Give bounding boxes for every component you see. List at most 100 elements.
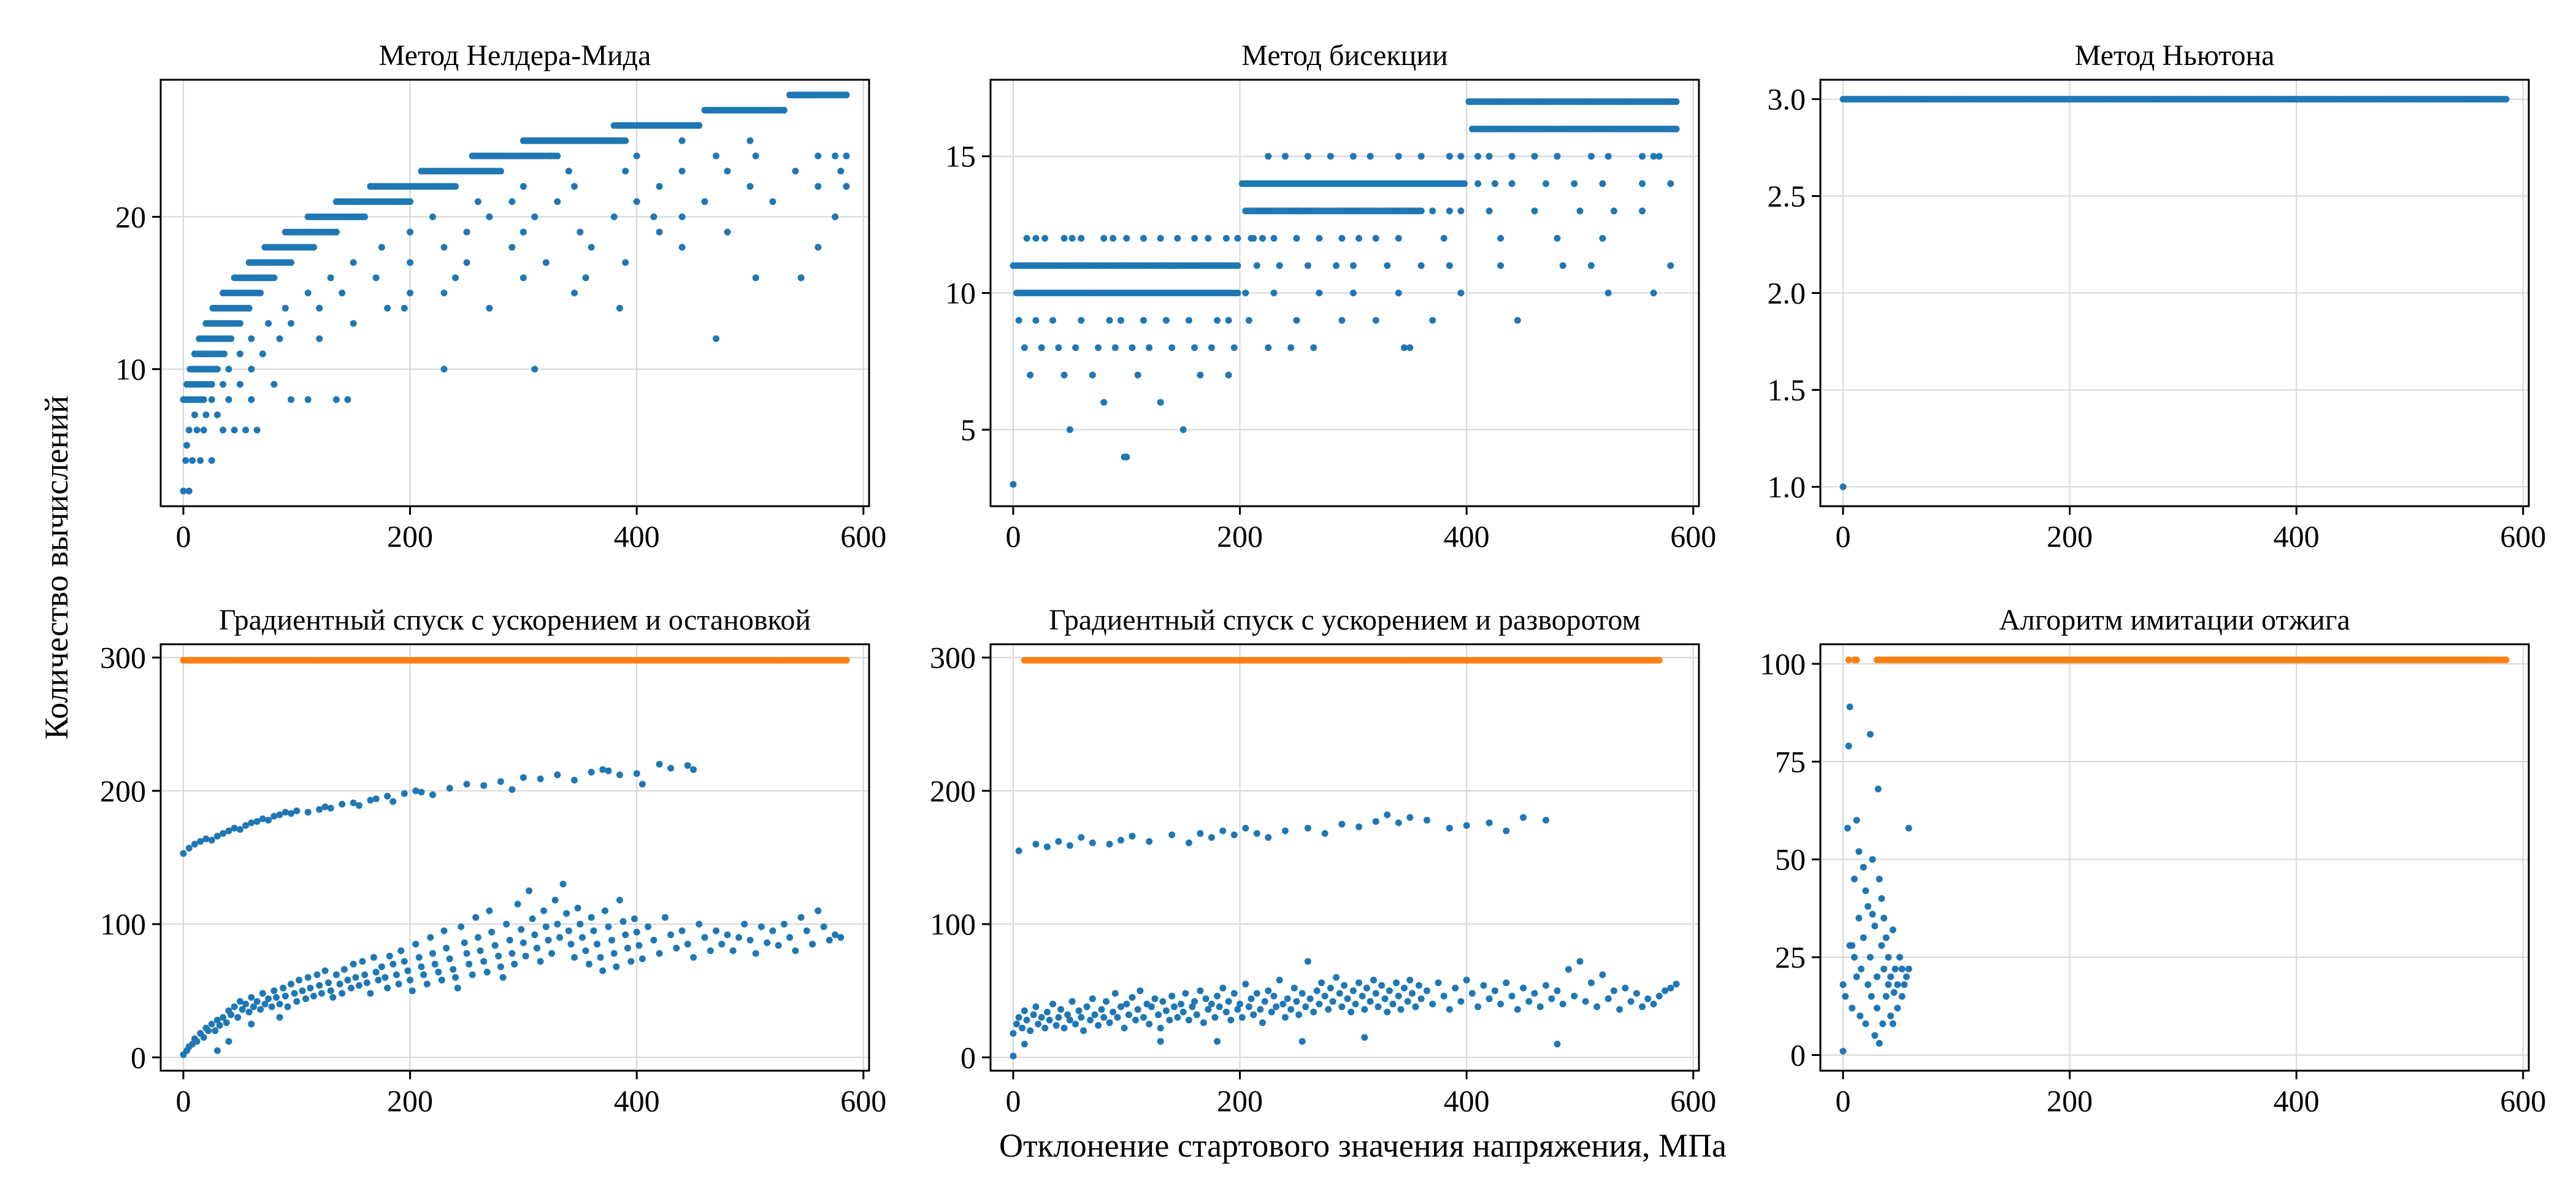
data-point bbox=[735, 934, 742, 941]
data-point bbox=[1497, 234, 1505, 242]
data-point bbox=[1013, 1020, 1020, 1028]
data-point bbox=[508, 198, 516, 206]
data-point bbox=[1355, 979, 1363, 987]
data-point bbox=[1548, 995, 1555, 1003]
data-point bbox=[1435, 979, 1442, 987]
data-point bbox=[359, 958, 366, 965]
data-point bbox=[1333, 974, 1340, 981]
data-point bbox=[1055, 344, 1062, 352]
data-points bbox=[180, 91, 850, 495]
data-point bbox=[1457, 153, 1465, 160]
data-point bbox=[627, 958, 635, 965]
data-point bbox=[469, 971, 476, 979]
data-point bbox=[293, 807, 301, 814]
data-point bbox=[1140, 317, 1147, 324]
data-point bbox=[486, 907, 493, 914]
data-point bbox=[1078, 234, 1085, 242]
data-point bbox=[1862, 887, 1869, 895]
data-point bbox=[440, 366, 448, 373]
x-tick-label: 600 bbox=[2500, 519, 2546, 553]
data-point bbox=[193, 426, 201, 434]
subplot-title: Метод Ньютона bbox=[2075, 39, 2275, 72]
data-point bbox=[1673, 98, 1680, 106]
data-point bbox=[1087, 1017, 1094, 1023]
data-point bbox=[551, 896, 559, 904]
data-point bbox=[815, 183, 822, 190]
data-point bbox=[1463, 822, 1470, 829]
data-point bbox=[1667, 180, 1674, 187]
data-point bbox=[1855, 848, 1863, 855]
data-point bbox=[638, 780, 646, 788]
data-point bbox=[461, 939, 468, 946]
data-point bbox=[220, 830, 227, 837]
data-point bbox=[472, 914, 480, 921]
data-point bbox=[1846, 703, 1853, 711]
data-point bbox=[1055, 838, 1062, 845]
data-point bbox=[1673, 980, 1680, 988]
data-point bbox=[1650, 290, 1657, 296]
data-point bbox=[843, 183, 850, 190]
data-point bbox=[1129, 833, 1136, 840]
data-point bbox=[1845, 742, 1852, 750]
series-1 bbox=[1021, 657, 1663, 664]
y-tick-label: 300 bbox=[100, 641, 146, 675]
data-point bbox=[729, 947, 737, 954]
data-point bbox=[316, 304, 323, 312]
data-point bbox=[1395, 819, 1402, 826]
data-point bbox=[1316, 234, 1323, 242]
data-point bbox=[1089, 839, 1096, 847]
data-point bbox=[1321, 992, 1328, 1000]
data-point bbox=[273, 994, 280, 1001]
data-point bbox=[577, 228, 584, 236]
data-point bbox=[610, 950, 618, 957]
data-point bbox=[1117, 317, 1124, 324]
data-point bbox=[1106, 1019, 1113, 1027]
data-point bbox=[1250, 234, 1257, 242]
data-point bbox=[1021, 1007, 1028, 1014]
data-point bbox=[197, 457, 204, 464]
data-point bbox=[193, 1038, 201, 1045]
data-point bbox=[622, 259, 629, 266]
data-point bbox=[474, 934, 481, 941]
data-point bbox=[276, 811, 283, 819]
data-point bbox=[1078, 1014, 1085, 1021]
data-point bbox=[1338, 1003, 1346, 1011]
data-point bbox=[837, 934, 845, 941]
data-point bbox=[304, 974, 312, 981]
data-point bbox=[622, 168, 629, 175]
data-point bbox=[1896, 954, 1903, 961]
data-point bbox=[1885, 981, 1892, 988]
data-point bbox=[1117, 1003, 1124, 1011]
data-point bbox=[519, 183, 527, 190]
data-point bbox=[1178, 1000, 1184, 1007]
y-tick-label: 200 bbox=[100, 774, 146, 808]
data-point bbox=[1639, 1003, 1646, 1011]
data-point bbox=[1010, 1052, 1017, 1060]
data-point bbox=[1321, 830, 1328, 837]
data-point bbox=[1106, 841, 1113, 848]
data-point bbox=[276, 335, 283, 342]
data-point bbox=[463, 228, 470, 236]
data-point bbox=[282, 304, 289, 312]
data-point bbox=[1035, 1020, 1042, 1028]
data-point bbox=[1123, 1000, 1130, 1007]
data-point bbox=[832, 931, 839, 938]
data-point bbox=[313, 971, 321, 979]
x-tick-label: 400 bbox=[1444, 519, 1490, 553]
data-point bbox=[537, 775, 544, 782]
data-point bbox=[1650, 1000, 1657, 1007]
data-point bbox=[270, 987, 278, 995]
data-point bbox=[1503, 979, 1510, 987]
data-point bbox=[554, 198, 561, 206]
data-point bbox=[208, 1020, 215, 1028]
data-point bbox=[1571, 992, 1578, 1000]
data-point bbox=[590, 927, 597, 934]
data-point bbox=[1673, 125, 1680, 133]
data-point bbox=[1873, 1004, 1880, 1012]
data-point bbox=[1338, 317, 1346, 324]
data-point bbox=[1146, 838, 1153, 845]
data-point bbox=[1189, 1003, 1196, 1011]
data-point bbox=[1361, 1006, 1368, 1013]
data-point bbox=[253, 818, 261, 825]
data-point bbox=[1372, 818, 1379, 825]
